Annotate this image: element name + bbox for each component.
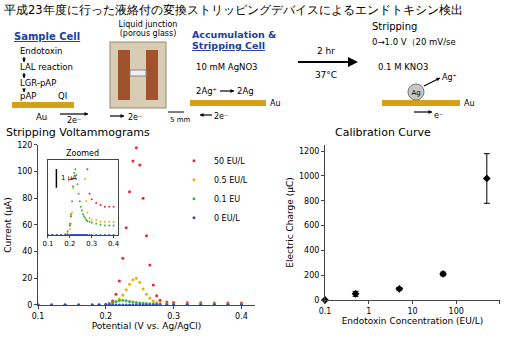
svg-text:Ag⁺: Ag⁺ [442,73,457,82]
svg-text:1200: 1200 [299,147,319,156]
svg-text:120: 120 [17,141,32,150]
svg-text:0.2: 0.2 [99,312,112,321]
svg-text:Endotoxin Concentration (EU/L): Endotoxin Concentration (EU/L) [342,316,484,326]
svg-text:50 EU/L: 50 EU/L [214,157,245,166]
svg-text:Au: Au [270,99,281,108]
svg-text:80: 80 [22,194,32,203]
svg-text:Au: Au [36,112,47,122]
svg-text:1 μA: 1 μA [61,174,77,182]
svg-text:37°C: 37°C [315,70,337,80]
svg-text:0.3: 0.3 [167,312,180,321]
svg-text:Au: Au [464,99,475,108]
svg-text:0 EU/L: 0 EU/L [214,214,240,223]
svg-text:200: 200 [304,271,319,280]
svg-text:0.1 M KNO3: 0.1 M KNO3 [378,62,428,72]
svg-text:pAP: pAP [20,91,36,101]
svg-text:Liquid junction: Liquid junction [119,20,178,29]
svg-text:0.5 EU/L: 0.5 EU/L [214,176,248,185]
svg-text:800: 800 [304,197,319,206]
svg-text:1000: 1000 [299,172,319,181]
svg-text:1: 1 [366,307,371,316]
svg-text:0.2: 0.2 [64,240,75,248]
svg-text:0: 0 [314,296,319,305]
svg-text:2 hr: 2 hr [317,46,335,56]
svg-text:2Ag⁺: 2Ag⁺ [196,86,217,96]
svg-text:0.1: 0.1 [319,307,332,316]
svg-text:0.4: 0.4 [108,240,120,248]
svg-text:10 mM AgNO3: 10 mM AgNO3 [196,62,258,72]
svg-text:Calibration Curve: Calibration Curve [335,126,431,139]
svg-text:Stripping: Stripping [372,21,417,32]
svg-text:400: 400 [304,246,319,255]
svg-text:Accumulation &: Accumulation & [192,29,276,40]
svg-text:0→1.0 V（20 mV/se: 0→1.0 V（20 mV/se [372,37,456,47]
svg-text:Sample Cell: Sample Cell [14,31,80,42]
svg-text:Zoomed: Zoomed [66,149,99,158]
svg-text:Electric Charge (μC): Electric Charge (μC) [285,177,295,267]
svg-text:2e⁻: 2e⁻ [214,112,228,121]
svg-text:Ag: Ag [411,89,420,97]
svg-text:LGR-pAP: LGR-pAP [20,78,56,88]
svg-text:0.1: 0.1 [42,240,53,248]
svg-text:Stripping Cell: Stripping Cell [192,40,265,51]
svg-text:e⁻: e⁻ [434,111,443,120]
svg-text:Stripping Voltammograms: Stripping Voltammograms [6,126,150,139]
svg-text:Potential (V vs. Ag/AgCl): Potential (V vs. Ag/AgCl) [92,321,202,331]
svg-text:Endotoxin: Endotoxin [20,46,62,56]
svg-text:10: 10 [407,307,417,316]
svg-text:(porous glass): (porous glass) [120,29,177,38]
svg-text:100: 100 [449,307,464,316]
svg-text:60: 60 [22,221,32,230]
svg-text:600: 600 [304,221,319,230]
svg-text:40: 40 [22,247,32,256]
svg-text:5 mm: 5 mm [170,116,190,124]
svg-text:2e⁻: 2e⁻ [67,116,81,125]
svg-text:Current (μA): Current (μA) [3,197,13,253]
svg-text:0.1: 0.1 [32,312,45,321]
svg-text:0.1 EU: 0.1 EU [214,195,240,204]
svg-text:2e⁻: 2e⁻ [128,113,142,122]
svg-text:LAL reaction: LAL reaction [20,62,73,72]
svg-text:100: 100 [17,167,32,176]
svg-text:2Ag: 2Ag [237,86,254,96]
svg-text:0.4: 0.4 [235,312,248,321]
svg-text:0.3: 0.3 [86,240,97,248]
svg-text:0: 0 [27,301,32,310]
svg-text:平成23年度に行った液絡付の変換ストリッピングデバイスによる: 平成23年度に行った液絡付の変換ストリッピングデバイスによるエンドトキシン検出 [4,3,463,17]
svg-text:20: 20 [22,274,32,283]
svg-text:QI: QI [58,91,67,101]
